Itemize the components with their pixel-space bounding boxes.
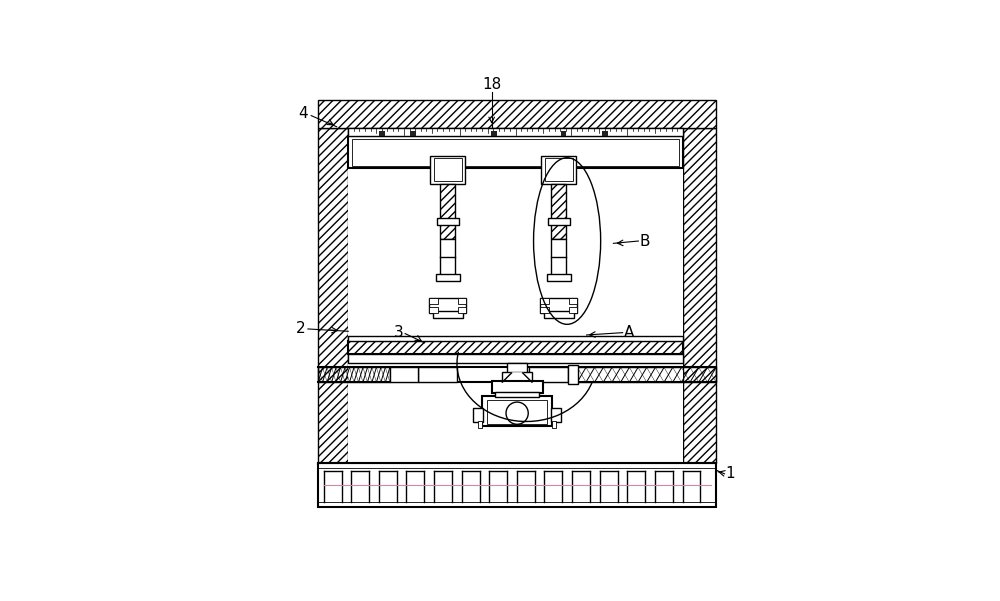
Bar [561,131,566,136]
Bar [495,392,539,397]
Bar [418,367,457,382]
Text: 1: 1 [725,466,735,481]
Bar [348,355,683,363]
Bar [545,158,573,182]
Bar [458,298,466,304]
Text: A: A [624,325,634,340]
Bar [318,367,390,382]
Bar [318,100,716,127]
Bar [473,407,483,421]
Bar [348,136,683,168]
Bar [390,367,418,382]
Bar [352,139,679,166]
Bar [529,367,568,382]
Text: 4: 4 [299,106,308,121]
Text: 3: 3 [394,325,404,340]
Bar [602,131,608,136]
Bar [548,218,570,225]
Bar [437,218,459,225]
Text: B: B [640,234,650,249]
Bar [551,239,566,276]
Bar [569,298,577,304]
Text: 18: 18 [482,76,501,91]
Bar [440,184,455,239]
Bar [410,131,416,136]
Bar [348,127,683,463]
Bar [318,463,716,507]
Bar [318,127,348,463]
Bar [540,298,577,313]
Text: 2: 2 [296,322,305,337]
Bar [487,400,547,424]
Bar [552,421,556,427]
Bar [429,298,438,304]
Bar [482,396,552,426]
Bar [458,307,466,313]
Bar [568,365,578,385]
Bar [430,156,465,184]
Bar [434,158,462,182]
Bar [491,131,497,136]
Bar [544,311,574,319]
Bar [541,156,576,184]
Bar [478,421,482,427]
Bar [683,127,716,463]
Bar [569,307,577,313]
Bar [551,407,561,421]
Bar [502,372,532,382]
Bar [429,307,438,313]
Bar [429,298,466,313]
Bar [507,363,527,373]
Bar [433,311,463,319]
Bar [436,274,460,281]
Bar [492,381,543,393]
Bar [379,131,385,136]
Bar [440,239,455,276]
Bar [348,341,683,355]
Bar [547,274,571,281]
Bar [348,127,683,136]
Bar [540,307,549,313]
Polygon shape [502,373,532,382]
Bar [540,298,549,304]
Bar [577,367,716,382]
Bar [348,336,683,341]
Bar [551,184,566,239]
